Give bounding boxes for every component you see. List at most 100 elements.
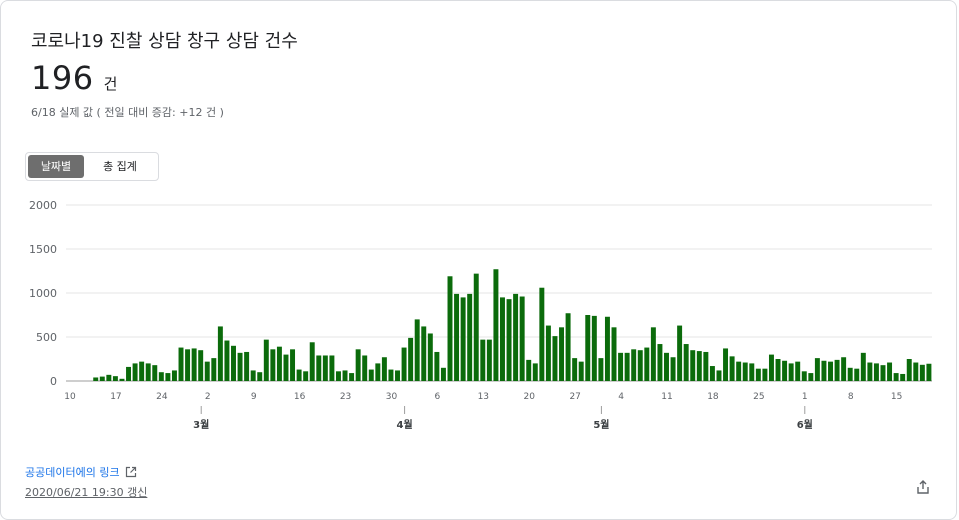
x-tick-label: 30 <box>386 392 398 402</box>
bar <box>99 376 105 381</box>
bar <box>224 340 230 381</box>
bar <box>421 326 427 381</box>
bar <box>828 361 833 381</box>
x-tick-label: 17 <box>110 392 121 402</box>
open-data-link[interactable]: 공공데이터에의 링크 <box>25 464 137 480</box>
bar <box>493 269 499 381</box>
bar <box>775 359 781 381</box>
bar <box>139 361 145 381</box>
bar <box>322 355 328 381</box>
external-link-icon[interactable] <box>125 466 137 478</box>
bar <box>401 347 407 381</box>
bar <box>565 313 571 381</box>
bar <box>532 363 538 381</box>
bar <box>506 299 512 381</box>
bar <box>703 351 709 381</box>
bar <box>276 346 282 381</box>
bar <box>801 371 807 381</box>
bar <box>559 327 565 381</box>
month-label: 6월 <box>797 419 813 431</box>
bar <box>913 362 919 381</box>
bar <box>93 377 99 381</box>
bar <box>427 333 433 381</box>
current-value: 196 <box>31 59 94 97</box>
bar <box>834 359 840 381</box>
bar <box>742 362 748 381</box>
value-detail: 6/18 실제 값 ( 전일 대비 증감: +12 건 ) <box>31 106 224 119</box>
bar <box>677 325 683 381</box>
updated-timestamp: 2020/06/21 19:30 갱신 <box>25 486 148 499</box>
x-tick-label: 9 <box>251 392 257 402</box>
x-tick-label: 15 <box>891 392 902 402</box>
bar <box>178 347 184 381</box>
y-tick-label: 0 <box>50 375 57 388</box>
bar <box>486 339 492 381</box>
bar <box>244 351 250 381</box>
card-title: 코로나19 진찰 상담 창구 상담 건수 <box>31 31 298 52</box>
bar <box>552 336 558 381</box>
bar <box>126 366 132 381</box>
bar <box>578 361 584 381</box>
bar <box>375 363 381 381</box>
bar <box>664 352 669 381</box>
bar <box>257 372 263 381</box>
bar <box>604 316 610 381</box>
bar <box>434 351 440 381</box>
bar <box>408 337 414 381</box>
month-label: 5월 <box>593 419 609 431</box>
bar <box>788 363 794 381</box>
bar <box>729 356 735 381</box>
bar <box>539 287 545 381</box>
bar <box>690 350 696 381</box>
bar <box>158 372 164 381</box>
bar <box>368 369 374 381</box>
bar <box>355 349 361 381</box>
bar <box>231 345 236 381</box>
total-toggle-button[interactable]: 총 집계 <box>103 160 137 173</box>
bar <box>165 373 171 381</box>
bar <box>316 355 322 381</box>
bar <box>145 363 151 381</box>
current-value-row: 196 건 <box>31 59 117 97</box>
bar <box>119 378 125 381</box>
bar <box>381 357 387 381</box>
bar <box>191 348 197 381</box>
bar <box>762 368 768 381</box>
month-label: 3월 <box>193 419 209 431</box>
bar <box>611 327 617 381</box>
bar <box>906 359 912 381</box>
y-tick-label: 500 <box>36 331 57 344</box>
bar <box>716 370 722 381</box>
bar <box>572 358 578 381</box>
bar <box>480 339 486 381</box>
bar <box>217 326 223 381</box>
bar <box>782 360 788 381</box>
bar <box>473 273 479 381</box>
bar <box>309 342 315 381</box>
bar <box>171 370 177 381</box>
daily-toggle-button[interactable]: 날짜별 <box>28 155 84 178</box>
bar <box>723 348 729 381</box>
x-tick-label: 25 <box>753 392 764 402</box>
bar <box>303 371 309 381</box>
bar <box>237 352 243 381</box>
bar <box>112 376 118 381</box>
bar <box>860 352 866 381</box>
bar <box>513 293 519 381</box>
bar <box>362 355 368 381</box>
bar <box>250 370 256 381</box>
bar <box>795 361 801 381</box>
x-tick-label: 27 <box>569 392 580 402</box>
bar <box>152 365 158 381</box>
bar <box>349 373 355 381</box>
bar <box>841 357 847 381</box>
bar <box>749 363 755 381</box>
y-tick-label: 2000 <box>29 199 57 212</box>
open-data-link-label[interactable]: 공공데이터에의 링크 <box>25 466 120 479</box>
bar <box>808 373 814 381</box>
bar <box>900 373 906 381</box>
x-tick-label: 11 <box>661 392 672 402</box>
x-tick-label: 1 <box>802 392 808 402</box>
bar <box>880 365 886 381</box>
share-icon[interactable] <box>915 479 931 495</box>
